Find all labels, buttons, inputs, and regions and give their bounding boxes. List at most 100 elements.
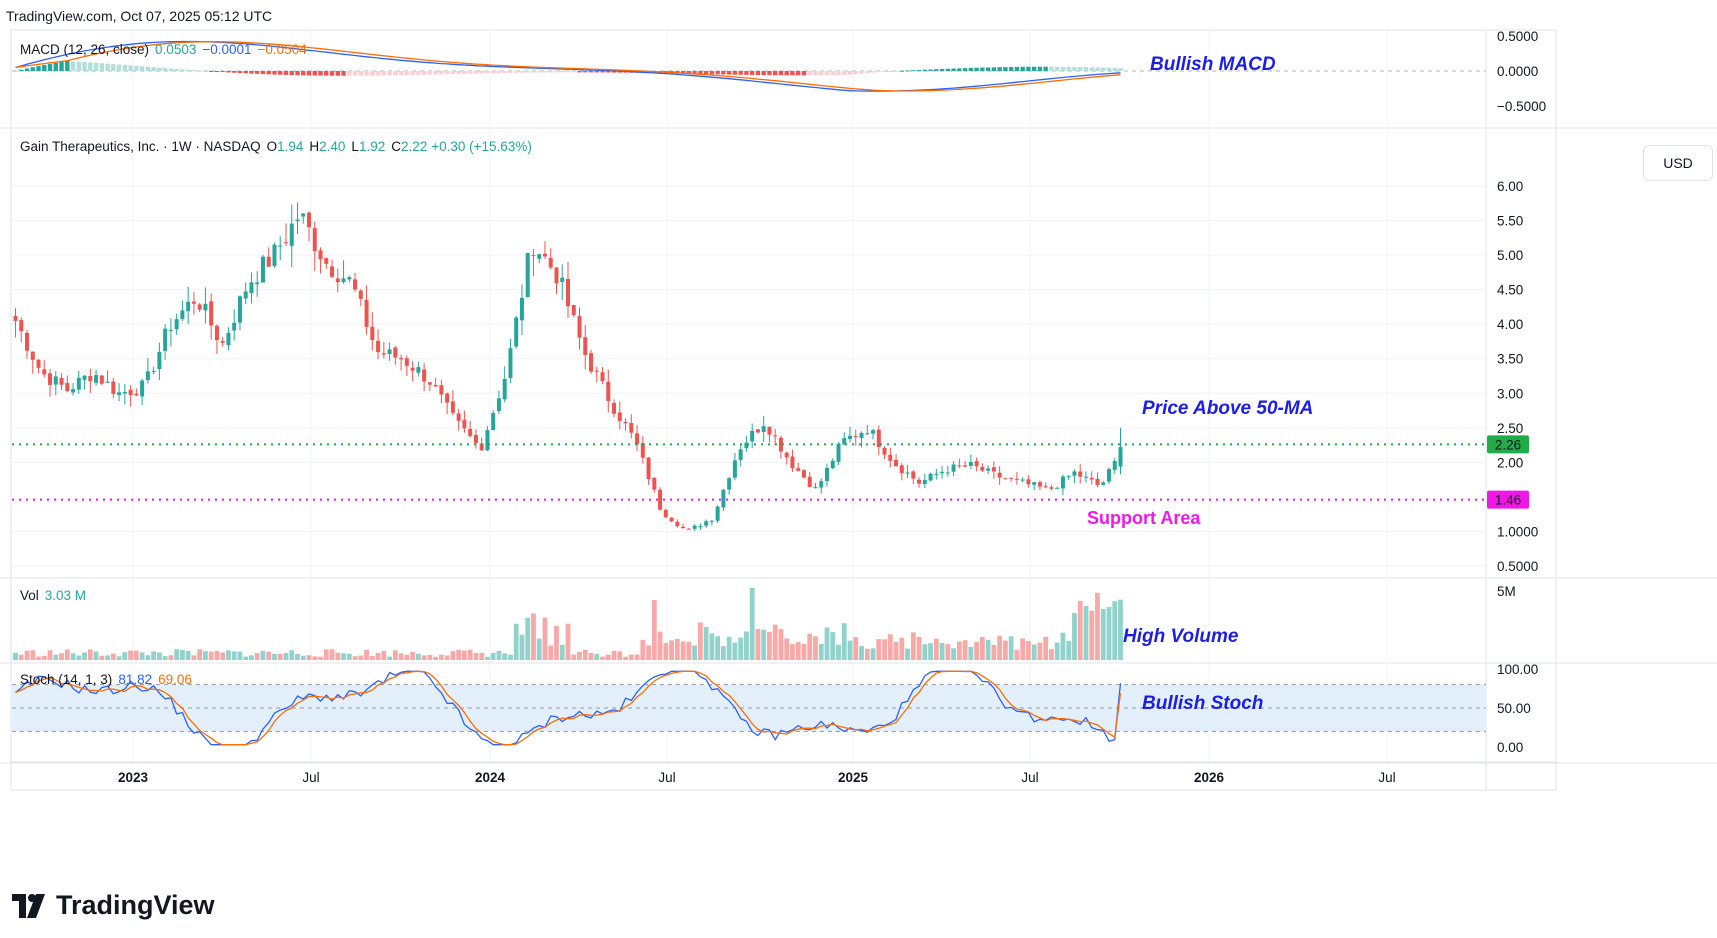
candle-body — [1106, 469, 1111, 482]
candle-body — [105, 381, 110, 383]
macd-histogram-bar — [709, 71, 715, 75]
macd-histogram-bar — [784, 71, 789, 76]
volume-bar — [588, 652, 594, 660]
candle-body — [295, 219, 300, 221]
macd-histogram-bar — [692, 71, 697, 74]
volume-bar — [1066, 640, 1072, 660]
tradingview-logo[interactable]: TradingView — [12, 890, 215, 921]
macd-histogram-bar — [525, 71, 530, 73]
price-axis-tick: 2.50 — [1497, 421, 1523, 436]
macd-histogram-bar — [439, 71, 444, 75]
candle-body — [71, 389, 76, 393]
volume-bar — [674, 638, 680, 660]
volume-bar — [732, 642, 738, 660]
candle-body — [848, 435, 853, 439]
macd-histogram-bar — [519, 71, 525, 73]
volume-bar — [571, 654, 577, 660]
volume-bar — [761, 629, 767, 660]
volume-bar — [1100, 608, 1106, 660]
candle-body — [36, 359, 41, 368]
candle-body — [830, 460, 835, 469]
macd-histogram-bar — [105, 63, 110, 71]
macd-histogram-bar — [514, 71, 519, 73]
macd-histogram-bar — [220, 71, 225, 73]
price-legend-value: 1.92 — [359, 139, 385, 154]
volume-bar — [565, 623, 571, 660]
macd-histogram-bar — [560, 71, 565, 73]
macd-histogram-bar — [24, 68, 30, 71]
candle-body — [82, 375, 87, 380]
macd-signal-line — [15, 41, 1121, 92]
candle-body — [255, 282, 260, 285]
stoch-legend-d-value: 69.06 — [158, 672, 192, 687]
volume-bar — [669, 640, 674, 660]
macd-histogram-bar — [197, 70, 202, 72]
volume-bar — [260, 650, 266, 660]
macd-axis-tick: 0.5000 — [1497, 29, 1538, 44]
volume-bar — [13, 652, 18, 660]
macd-histogram-bar — [70, 61, 76, 71]
macd-histogram-bar — [755, 71, 761, 76]
price-legend-change: +0.30 (+15.63%) — [431, 139, 532, 154]
candle-body — [813, 487, 818, 489]
volume-bar — [197, 649, 203, 660]
price-axis-tick: 3.50 — [1497, 352, 1523, 367]
candle-body — [1066, 476, 1071, 478]
volume-bar — [928, 643, 933, 660]
volume-bar — [813, 636, 818, 660]
candle-body — [732, 460, 737, 478]
macd-histogram-bar — [134, 65, 139, 71]
volume-bar — [467, 649, 473, 660]
time-axis-label: 2024 — [475, 770, 506, 785]
macd-histogram-bar — [571, 71, 576, 73]
volume-bar — [755, 629, 761, 660]
macd-histogram-bar — [836, 71, 841, 76]
candle-body — [963, 465, 968, 467]
macd-histogram-bar — [721, 71, 726, 75]
volume-bar — [617, 651, 623, 660]
macd-histogram-bar — [1014, 66, 1020, 71]
macd-histogram-bar — [594, 71, 599, 73]
volume-bar — [1072, 613, 1077, 660]
currency-selector[interactable]: USD — [1643, 145, 1713, 181]
volume-bar — [703, 626, 709, 660]
price-axis-tick: 5.50 — [1497, 214, 1523, 229]
volume-bar — [70, 653, 76, 660]
stoch-legend-title: Stoch (14, 1, 3) — [20, 672, 112, 687]
macd-histogram-bar — [473, 71, 479, 74]
macd-histogram-bar — [985, 67, 991, 71]
macd-histogram-bar — [1043, 66, 1048, 71]
volume-bar — [387, 656, 392, 660]
macd-histogram-bar — [939, 68, 945, 71]
candle-body — [801, 470, 806, 478]
volume-bar — [657, 631, 663, 660]
macd-legend-histogram-value: 0.0503 — [155, 42, 196, 57]
candle-body — [767, 426, 772, 435]
volume-bar — [277, 653, 283, 660]
macd-histogram-bar — [1008, 66, 1014, 71]
macd-histogram-bar — [876, 71, 881, 73]
volume-bar — [744, 631, 749, 660]
volume-bar — [421, 655, 427, 660]
volume-bar — [720, 646, 726, 660]
volume-bar — [1089, 610, 1095, 660]
volume-bar — [922, 644, 928, 660]
macd-histogram-bar — [266, 71, 271, 75]
candle-body — [427, 382, 432, 385]
volume-bar — [1054, 642, 1060, 660]
volume-bar — [767, 631, 772, 660]
macd-histogram-bar — [922, 69, 928, 71]
volume-bar — [634, 654, 640, 660]
candle-body — [445, 393, 450, 403]
macd-histogram-bar — [1118, 67, 1123, 71]
macd-histogram-bar — [686, 71, 692, 74]
candle-body — [571, 305, 576, 316]
candle-body — [986, 468, 991, 471]
candle-body — [502, 378, 507, 400]
macd-histogram-bar — [726, 71, 732, 75]
candle-body — [203, 303, 208, 311]
candle-body — [692, 525, 697, 529]
candle-body — [778, 437, 783, 452]
candle-body — [865, 433, 870, 435]
